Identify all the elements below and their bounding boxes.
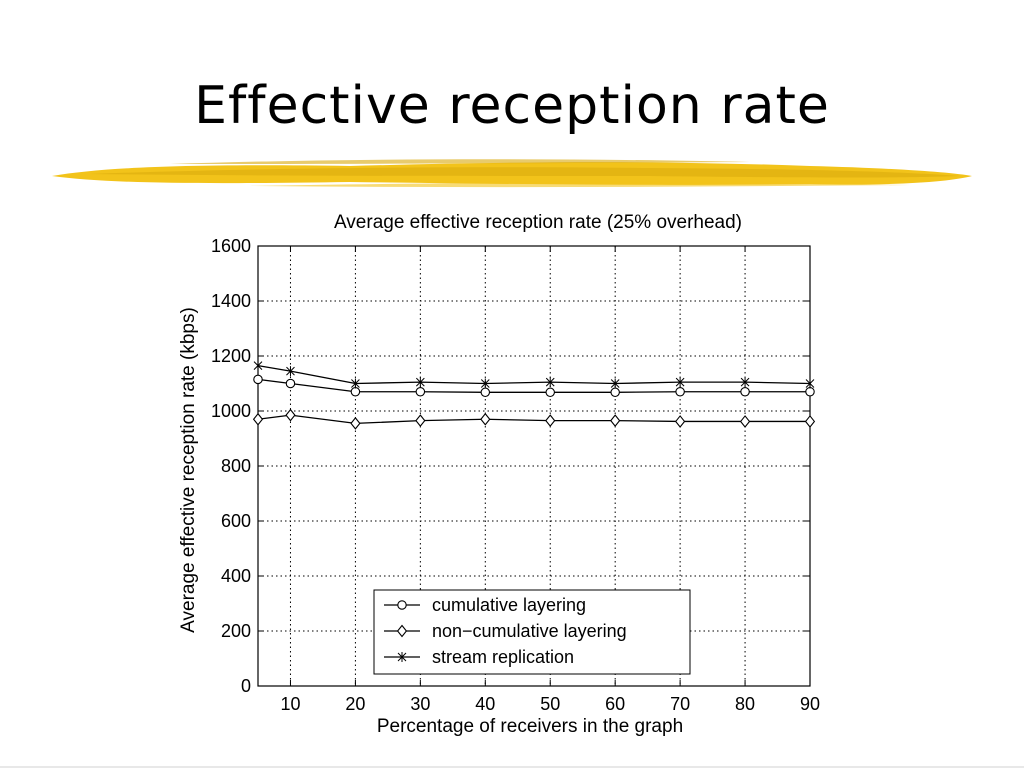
data-point-shape	[740, 386, 750, 397]
y-tick-label: 200	[221, 621, 251, 641]
slide-title: Effective reception rate	[194, 76, 830, 136]
y-tick-label: 400	[221, 566, 251, 586]
data-point-shape	[804, 415, 816, 428]
x-tick-label: 40	[475, 694, 495, 714]
data-point	[415, 414, 426, 428]
chart-title: Average effective reception rate (25% ov…	[334, 212, 742, 233]
data-point	[675, 386, 685, 397]
legend-item: cumulative layering	[384, 595, 586, 615]
legend-item: stream replication	[384, 647, 574, 667]
data-point-shape	[545, 414, 556, 428]
y-axis-title: Average effective reception rate (kbps)	[178, 307, 199, 633]
x-axis-title: Percentage of receivers in the graph	[377, 716, 683, 737]
x-tick-label: 70	[670, 694, 690, 714]
data-point	[804, 415, 816, 428]
series-2	[253, 360, 815, 389]
series-line	[257, 364, 811, 385]
data-point	[740, 377, 750, 388]
x-tick-label: 50	[540, 694, 560, 714]
data-point-shape	[610, 387, 620, 398]
data-point-shape	[610, 414, 621, 428]
data-point-shape	[350, 416, 361, 430]
y-tick-label: 1400	[211, 291, 251, 311]
data-point	[545, 414, 556, 428]
data-point-shape	[285, 408, 296, 422]
data-point-shape	[285, 378, 296, 389]
data-point	[545, 387, 555, 398]
legend-label: non−cumulative layering	[432, 621, 627, 641]
y-tick-label: 0	[241, 676, 251, 696]
grid-layer	[258, 246, 810, 686]
x-tick-label: 90	[800, 694, 820, 714]
data-point-shape	[545, 387, 555, 398]
y-tick-label: 1000	[211, 401, 251, 421]
data-point	[285, 408, 296, 422]
data-point	[480, 378, 490, 389]
y-tick-label: 1600	[211, 236, 251, 256]
data-point-shape	[480, 412, 491, 426]
x-tick-label: 80	[735, 694, 755, 714]
legend-label: stream replication	[432, 647, 574, 667]
legend-marker-shape	[396, 624, 408, 638]
data-point	[252, 412, 264, 426]
y-tick-label: 1200	[211, 346, 251, 366]
data-point	[285, 378, 296, 389]
data-point	[610, 414, 621, 428]
data-point-shape	[675, 386, 685, 397]
x-tick-label: 60	[605, 694, 625, 714]
data-point	[805, 378, 815, 389]
legend-item: non−cumulative layering	[384, 621, 627, 641]
data-point	[350, 416, 361, 430]
data-point-shape	[415, 386, 426, 397]
x-tick-label: 10	[280, 694, 300, 714]
series-1	[252, 408, 816, 430]
data-point	[480, 412, 491, 426]
y-tick-label: 600	[221, 511, 251, 531]
data-point-shape	[805, 386, 815, 397]
data-point	[545, 377, 555, 388]
x-tick-label: 20	[345, 694, 365, 714]
data-point	[740, 386, 750, 397]
data-point	[805, 386, 815, 397]
series-line	[257, 378, 810, 393]
data-point	[675, 415, 686, 428]
slide-bottom-rule	[0, 766, 1024, 768]
data-point	[253, 360, 263, 371]
data-point	[480, 387, 491, 398]
data-point	[350, 386, 361, 397]
series-0	[253, 374, 815, 398]
series-layer	[252, 360, 816, 430]
data-point	[351, 378, 360, 389]
data-point	[415, 386, 426, 397]
legend-label: cumulative layering	[432, 595, 586, 615]
data-point	[610, 387, 620, 398]
data-point-shape	[252, 412, 264, 426]
data-point-shape	[739, 415, 751, 428]
axes-layer: 10 20 30 40 50 60 70 80 90 0 200 400 600 800 1000 1200 1…	[211, 236, 820, 714]
data-point-shape	[675, 415, 686, 428]
data-point	[610, 378, 620, 389]
legend-marker	[397, 600, 407, 610]
data-point	[286, 366, 295, 377]
data-point-shape	[253, 374, 263, 385]
legend-marker-shape	[397, 600, 407, 610]
data-point	[739, 415, 751, 428]
series-line	[257, 414, 810, 425]
legend: cumulative layering non−cumulative layeri…	[373, 589, 691, 675]
data-point	[675, 377, 685, 388]
data-point	[415, 377, 425, 388]
legend-marker	[397, 652, 407, 662]
data-point-shape	[480, 387, 491, 398]
data-point-shape	[415, 414, 426, 428]
legend-box	[373, 589, 691, 675]
x-tick-label: 30	[410, 694, 430, 714]
data-point	[253, 374, 263, 385]
highlight-stroke	[52, 159, 972, 188]
legend-marker	[396, 624, 408, 638]
y-tick-label: 800	[221, 456, 251, 476]
data-point-shape	[350, 386, 361, 397]
